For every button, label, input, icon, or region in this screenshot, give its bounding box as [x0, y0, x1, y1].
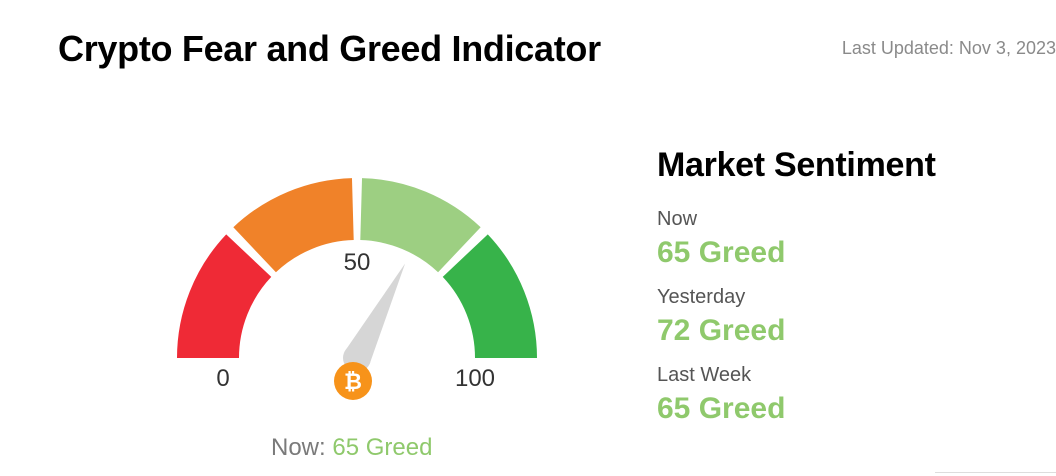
gauge-label-0: 0 — [216, 365, 229, 392]
sentiment-row-label: Yesterday — [657, 286, 746, 308]
fear-greed-gauge: 50 0 100 ₿ — [177, 178, 537, 400]
gauge-needle — [344, 263, 406, 365]
sentiment-row-value: 65 Greed — [657, 236, 786, 269]
last-updated-text: Last Updated: Nov 3, 2023 — [841, 38, 1056, 58]
sentiment-row-value: 72 Greed — [657, 314, 786, 347]
divider — [935, 472, 1056, 473]
sentiment-row-now: Now 65 Greed — [657, 207, 1056, 271]
gauge-segment — [177, 234, 272, 358]
now-readout-value: 65 Greed — [332, 434, 433, 461]
gauge-segment — [442, 234, 537, 358]
sentiment-row-yesterday: Yesterday 72 Greed — [657, 285, 1056, 349]
market-sentiment-panel: Market Sentiment Now 65 Greed Yesterday … — [657, 146, 1056, 441]
gauge-segment — [360, 178, 481, 273]
now-readout-label: Now: — [271, 434, 326, 461]
gauge-now-readout: Now: 65 Greed — [271, 434, 432, 462]
gauge-label-100: 100 — [455, 365, 495, 392]
gauge-label-50: 50 — [344, 249, 371, 276]
bitcoin-icon: ₿ — [334, 362, 372, 400]
sentiment-row-label: Now — [657, 208, 698, 230]
sentiment-row-label: Last Week — [657, 364, 752, 386]
svg-text:₿: ₿ — [344, 369, 362, 394]
gauge-segments — [177, 178, 537, 358]
market-sentiment-title: Market Sentiment — [657, 146, 936, 184]
gauge-segment — [233, 178, 354, 273]
page-title: Crypto Fear and Greed Indicator — [58, 28, 601, 69]
sentiment-row-value: 65 Greed — [657, 392, 786, 425]
sentiment-row-last-week: Last Week 65 Greed — [657, 363, 1056, 427]
